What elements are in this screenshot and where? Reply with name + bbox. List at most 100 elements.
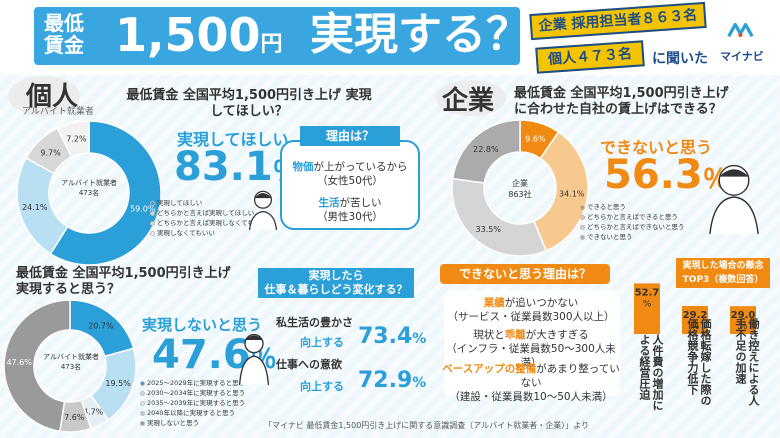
donut-slice xyxy=(56,120,90,159)
legend-label: 実現してほしい xyxy=(157,199,203,207)
title-amount: 1,500円 xyxy=(115,8,283,62)
change1-pct: 73.4% xyxy=(358,324,427,349)
pie2-legend: 2025～2029年に実現すると思う 2030～2034年に実現すると思う 2035… xyxy=(140,378,260,428)
person-worried-icon xyxy=(709,164,759,234)
concern-title: 実現した場合の懸念 TOP3（複数回答） xyxy=(676,258,770,288)
concern3-label: 働き控えによる人手不足の加速 xyxy=(734,318,760,406)
legend-item: 2040年以降に実現すると思う xyxy=(140,408,260,418)
legend-label: 2030～2034年に実現すると思う xyxy=(147,389,246,397)
legend-item: どちらかと言えばできないと思う xyxy=(580,222,710,232)
individual-realize-donut-chart: 20.7% 19.5% 4.7%7.6% 47.6% xyxy=(3,299,137,433)
donut-slice xyxy=(451,177,548,257)
change2-pct: 72.9% xyxy=(358,368,427,393)
legend-item: どちらかと言えば実現してほしい xyxy=(150,208,300,218)
heard-label: に聞いた xyxy=(652,51,708,67)
legend-swatch xyxy=(150,200,155,206)
company-label: 企業 xyxy=(442,86,495,116)
donut-slice xyxy=(532,130,589,252)
donut-slice-label: 7.2% xyxy=(66,134,87,143)
reason1: 物価が上がっているから （女性50代） xyxy=(292,161,408,187)
legend-swatch xyxy=(150,210,155,216)
donut-slice xyxy=(3,299,71,433)
legend-label: できないと思う xyxy=(587,233,633,241)
concern-bar xyxy=(634,283,660,334)
legend-swatch xyxy=(580,224,585,230)
donut-slice-label: 9.7% xyxy=(40,148,61,157)
mynavi-logo-icon xyxy=(727,22,754,38)
legend-swatch xyxy=(140,400,145,406)
legend-label: どちらかと言えばできると思う xyxy=(587,213,678,221)
legend-swatch xyxy=(140,380,145,386)
reason-title: 理由は？ xyxy=(300,126,400,146)
not-realize-pct: 47.6％ xyxy=(152,332,277,378)
not-realize-headline: 実現しないと思う xyxy=(142,316,263,334)
donut-slice-label: 34.1% xyxy=(559,189,585,198)
legend-item: 実現してほしい xyxy=(150,198,300,208)
reasons-title: できないと思う理由は？ xyxy=(440,264,610,284)
concern-bar-value: 29.2 xyxy=(683,310,708,321)
company-badge-bg xyxy=(436,80,506,116)
legend-label: 2025～2029年に実現すると思う xyxy=(147,379,246,387)
legend-label: どちらかと言えば実現してほしい xyxy=(157,209,255,217)
legend-label: どちらかと言えばできないと思う xyxy=(587,223,685,231)
concern2-label: 価格転嫁した際の価格競争力低下 xyxy=(686,318,712,406)
cannot-pct: 56.3％ xyxy=(604,152,729,198)
change-title: 実現したら 仕事＆暮らしどう変化する？ xyxy=(258,268,414,298)
concern-bar xyxy=(730,306,756,334)
legend-item: できると思う xyxy=(580,202,710,212)
pie1-legend: 実現してほしいどちらかと言えば実現してほしいどちらかと言えば実現しなくてもいい実… xyxy=(150,198,300,238)
individual-q1-question: 最低賃金 全国平均1,500円引き上げ 実現してほしい？ xyxy=(126,88,372,119)
donut-slice-label: 59.0% xyxy=(130,205,156,214)
footer-source: 「マイナビ 最低賃金1,500円引き上げに関する意識調査（アルバイト就業者・企業… xyxy=(264,421,590,430)
legend-item: 2035～2039年に実現すると思う xyxy=(140,398,260,408)
legend-item: 2025～2029年に実現すると思う xyxy=(140,378,260,388)
change2-verb: 向上する xyxy=(300,380,344,393)
legend-label: 2035～2039年に実現すると思う xyxy=(147,399,246,407)
concern-bar xyxy=(682,305,708,334)
title-prefix: 最低 賃金 xyxy=(44,11,84,57)
pie3-legend: できると思うどちらかと言えばできると思う どちらかと言えばできないと思う できないと… xyxy=(580,202,710,242)
concern-bar-chart: 52.7%29.2%29.0% xyxy=(634,283,756,334)
logo-text: マイナビ xyxy=(720,50,764,63)
legend-label: できると思う xyxy=(587,203,626,211)
company-reason3: ベースアップの整備があまり整っていない （建設・従業員数10～50人未満） xyxy=(442,363,620,403)
legend-item: できないと思う xyxy=(580,232,710,242)
legend-swatch xyxy=(580,234,585,240)
company-reason2: 現状と乖離が大きすぎる （インフラ・従業員数50～300人未満） xyxy=(446,329,616,369)
donut-slice-label: 4.7% xyxy=(83,407,104,416)
legend-swatch xyxy=(150,220,155,226)
pie3-center: 企業 863社 xyxy=(508,179,532,199)
title-banner xyxy=(34,7,520,65)
donut-slice-label: 20.7% xyxy=(88,321,114,330)
donut-slice-label: 33.5% xyxy=(476,225,502,234)
change1-label: 私生活の豊かさ xyxy=(276,316,353,329)
individual-q2-question: 最低賃金 全国平均1,500円引き上げ 実現すると思う？ xyxy=(16,266,231,297)
legend-swatch xyxy=(140,420,145,426)
title-question: 実現する？ xyxy=(310,9,530,60)
concern-bar-value: 52.7 xyxy=(635,287,660,298)
reason-bubble xyxy=(280,140,420,230)
legend-label: 実現しないと思う xyxy=(147,419,199,427)
change2-label: 仕事への意欲 xyxy=(276,358,342,371)
legend-label: どちらかと言えば実現しなくてもいい xyxy=(157,219,267,227)
concern-bar-unit: % xyxy=(691,322,700,332)
legend-item: どちらかと言えば実現しなくてもいい xyxy=(150,218,300,228)
want-headline: 実現してほしい xyxy=(177,130,289,149)
company-raise-donut-chart: 9.6% 34.1% 33.5% 22.8% xyxy=(451,119,589,257)
person-happy-icon xyxy=(238,333,270,386)
legend-label: 2040年以降に実現すると思う xyxy=(147,409,236,417)
concern-bar-unit: % xyxy=(739,322,748,332)
company-reason1: 業績が追いつかない （サービス・従業員数300人以上） xyxy=(447,297,615,323)
donut-slice xyxy=(451,119,521,184)
donut-slice-label: 19.5% xyxy=(105,379,131,388)
legend-item: どちらかと言えばできると思う xyxy=(580,212,710,222)
donut-slice-label: 24.1% xyxy=(22,203,48,212)
person-thinking-icon xyxy=(248,190,278,230)
reasons-panel xyxy=(444,290,620,396)
legend-label: 実現しなくてもいい xyxy=(157,229,215,237)
concern1-label: 人件費の増加による経営圧迫 xyxy=(638,334,664,411)
legend-swatch xyxy=(150,230,155,236)
donut-slice-label: 7.6% xyxy=(64,413,85,422)
reason2: 生活が苦しい （男性30代） xyxy=(317,197,383,223)
change1-verb: 向上する xyxy=(300,336,344,349)
